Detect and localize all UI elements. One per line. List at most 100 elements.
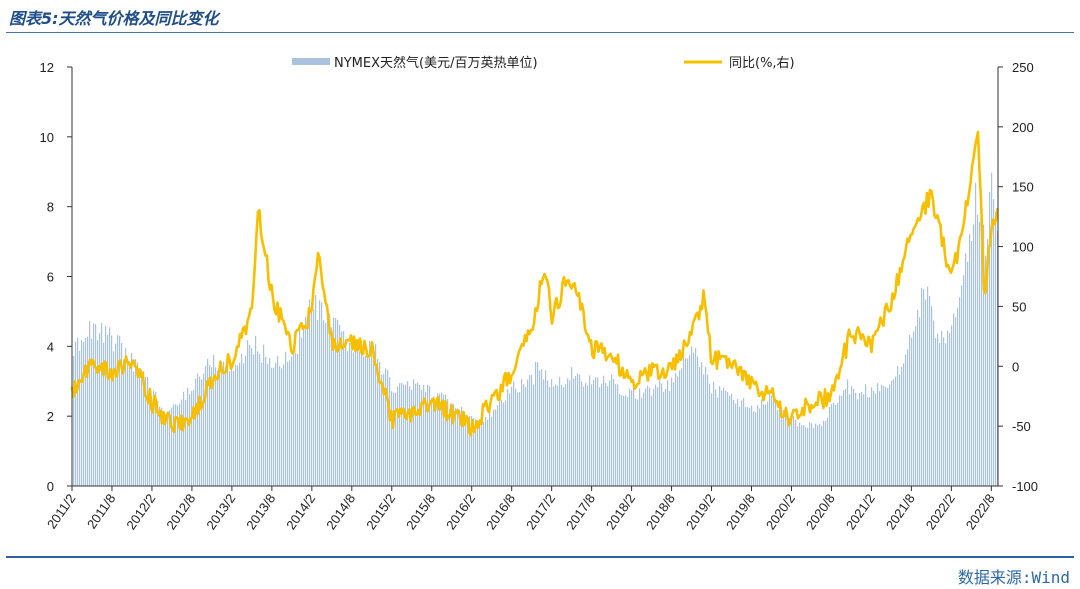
price-bar xyxy=(193,390,195,486)
price-bar xyxy=(119,335,121,486)
price-bar xyxy=(419,385,421,486)
price-bar xyxy=(683,355,685,486)
source-note: 数据来源:Wind xyxy=(957,568,1070,587)
price-bar xyxy=(729,395,731,486)
price-bar xyxy=(565,384,567,486)
price-bar xyxy=(297,353,299,486)
price-bar xyxy=(949,333,951,486)
x-tick-label: 2013/8 xyxy=(243,491,278,532)
price-bar xyxy=(337,319,339,486)
price-bar xyxy=(229,371,231,486)
price-bar xyxy=(379,361,381,486)
price-bar xyxy=(503,402,505,486)
price-bar xyxy=(929,296,931,486)
x-tick-label: 2017/2 xyxy=(523,491,558,532)
price-bar xyxy=(377,359,379,486)
price-bar xyxy=(651,395,653,486)
price-bar xyxy=(261,362,263,486)
price-bar xyxy=(835,405,837,486)
price-bar xyxy=(461,406,463,486)
price-bar xyxy=(925,299,927,486)
price-bar xyxy=(289,360,291,486)
price-bar xyxy=(959,297,961,486)
price-bar xyxy=(561,384,563,486)
price-bars xyxy=(73,172,999,487)
price-bar xyxy=(815,423,817,486)
price-bar xyxy=(227,368,229,486)
price-bar xyxy=(103,342,105,486)
price-bar xyxy=(315,294,317,486)
price-bar xyxy=(195,378,197,486)
price-bar xyxy=(355,350,357,486)
price-bar xyxy=(727,392,729,486)
price-bar xyxy=(221,365,223,486)
price-bar xyxy=(127,361,129,486)
price-bar xyxy=(459,415,461,486)
price-bar xyxy=(313,309,315,486)
price-bar xyxy=(807,427,809,486)
price-bar xyxy=(373,346,375,486)
price-bar xyxy=(255,335,257,486)
legend-label-price: NYMEX天然气(美元/百万英热单位) xyxy=(334,55,538,71)
price-bar xyxy=(247,340,249,486)
price-bar xyxy=(483,421,485,486)
price-bar xyxy=(145,377,147,486)
price-bar xyxy=(805,427,807,486)
price-bar xyxy=(735,403,737,486)
price-bar xyxy=(923,289,925,486)
price-bar xyxy=(149,387,151,486)
price-bar xyxy=(271,367,273,486)
price-bar xyxy=(583,386,585,486)
price-bar xyxy=(101,323,103,486)
price-bar xyxy=(847,379,849,486)
figure-header: 图表5:天然气价格及同比变化 xyxy=(0,0,1080,33)
price-bar xyxy=(789,418,791,486)
price-bar xyxy=(175,404,177,486)
price-bar xyxy=(675,373,677,486)
price-bar xyxy=(589,375,591,486)
price-bar xyxy=(911,337,913,486)
price-bar xyxy=(951,325,953,486)
price-bar xyxy=(139,376,141,486)
price-bar xyxy=(387,370,389,486)
price-bar xyxy=(955,317,957,486)
x-tick-label: 2015/2 xyxy=(363,491,398,532)
price-bar xyxy=(667,380,669,486)
x-tick-label: 2020/8 xyxy=(803,491,838,532)
price-bar xyxy=(691,346,693,486)
price-bar xyxy=(509,393,511,486)
price-bar xyxy=(823,420,825,486)
price-bar xyxy=(521,379,523,486)
price-bar xyxy=(891,380,893,486)
price-bar xyxy=(129,361,131,486)
price-bar xyxy=(183,391,185,486)
price-bar xyxy=(441,392,443,486)
price-bar xyxy=(91,338,93,486)
price-bar xyxy=(597,377,599,486)
price-bar xyxy=(663,391,665,486)
price-bar xyxy=(869,397,871,486)
price-bar xyxy=(279,366,281,486)
price-bar xyxy=(543,379,545,486)
price-bar xyxy=(669,391,671,486)
price-bar xyxy=(349,342,351,486)
price-bar xyxy=(341,331,343,486)
price-bar xyxy=(767,401,769,486)
price-bar xyxy=(409,386,411,486)
yoy-line-layer xyxy=(70,130,999,437)
price-bar xyxy=(411,389,413,486)
price-bar xyxy=(85,337,87,486)
x-tick-label: 2021/8 xyxy=(883,491,918,532)
price-bar xyxy=(637,399,639,486)
price-bar xyxy=(755,412,757,486)
price-bar xyxy=(89,320,91,486)
price-bar xyxy=(383,373,385,486)
price-bar xyxy=(545,370,547,486)
price-bar xyxy=(569,380,571,486)
x-tick-label: 2015/8 xyxy=(403,491,438,532)
x-tick-label: 2012/8 xyxy=(163,491,198,532)
price-bar xyxy=(979,221,981,486)
price-bar xyxy=(291,356,293,486)
price-bar xyxy=(895,376,897,486)
price-bar xyxy=(381,374,383,486)
